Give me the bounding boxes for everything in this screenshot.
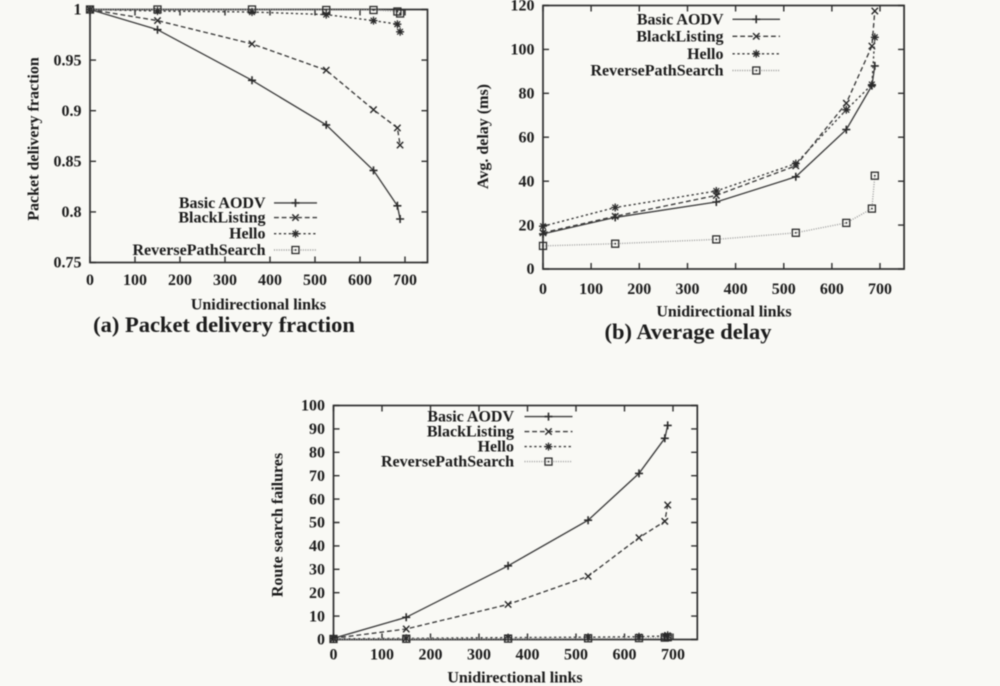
svg-text:0: 0 [527, 261, 535, 278]
svg-text:100: 100 [370, 647, 394, 664]
svg-text:0: 0 [317, 632, 325, 649]
svg-text:0: 0 [86, 272, 94, 289]
svg-text:1: 1 [74, 2, 82, 19]
svg-text:600: 600 [820, 281, 844, 298]
svg-text:100: 100 [123, 272, 147, 289]
svg-text:(b) Average delay: (b) Average delay [604, 319, 772, 344]
svg-text:0.9: 0.9 [62, 103, 82, 120]
svg-text:Hello: Hello [478, 439, 514, 456]
svg-text:Basic AODV: Basic AODV [637, 11, 724, 28]
svg-text:Basic AODV: Basic AODV [179, 195, 266, 212]
svg-text:Unidirectional links: Unidirectional links [447, 670, 582, 686]
svg-text:Basic AODV: Basic AODV [427, 409, 514, 426]
svg-text:120: 120 [511, 0, 535, 15]
svg-text:30: 30 [309, 562, 325, 579]
svg-text:BlackListing: BlackListing [178, 210, 265, 227]
svg-text:0: 0 [330, 647, 338, 664]
svg-text:60: 60 [309, 491, 325, 508]
svg-text:0.8: 0.8 [62, 204, 82, 221]
svg-text:100: 100 [579, 281, 603, 298]
svg-text:40: 40 [309, 538, 325, 555]
svg-text:ReversePathSearch: ReversePathSearch [591, 63, 724, 80]
svg-text:Hello: Hello [687, 46, 723, 63]
svg-text:100: 100 [301, 398, 325, 415]
svg-text:0.95: 0.95 [54, 52, 82, 69]
svg-text:Unidirectional links: Unidirectional links [191, 297, 326, 314]
svg-text:400: 400 [516, 647, 540, 664]
svg-text:300: 300 [676, 281, 700, 298]
svg-text:80: 80 [519, 86, 535, 103]
svg-text:20: 20 [519, 217, 535, 234]
svg-text:80: 80 [309, 445, 325, 462]
svg-text:700: 700 [661, 647, 685, 664]
svg-text:300: 300 [213, 272, 237, 289]
svg-text:0: 0 [539, 281, 547, 298]
svg-text:400: 400 [258, 272, 282, 289]
svg-text:300: 300 [467, 647, 491, 664]
svg-text:500: 500 [772, 281, 796, 298]
svg-text:600: 600 [348, 272, 372, 289]
svg-text:200: 200 [168, 272, 192, 289]
svg-text:90: 90 [309, 421, 325, 438]
svg-text:(a) Packet delivery fraction: (a) Packet delivery fraction [93, 312, 355, 337]
svg-text:10: 10 [309, 608, 325, 625]
svg-text:200: 200 [627, 281, 651, 298]
svg-text:Packet delivery fraction: Packet delivery fraction [26, 57, 43, 221]
svg-text:40: 40 [519, 173, 535, 190]
svg-text:600: 600 [613, 647, 637, 664]
svg-text:ReversePathSearch: ReversePathSearch [381, 454, 514, 471]
svg-text:50: 50 [309, 515, 325, 532]
svg-text:Hello: Hello [229, 226, 265, 243]
svg-text:Avg. delay (ms): Avg. delay (ms) [475, 84, 492, 189]
svg-text:Unidirectional links: Unidirectional links [656, 304, 791, 321]
svg-text:0.85: 0.85 [54, 154, 82, 171]
svg-text:100: 100 [511, 42, 535, 59]
svg-text:20: 20 [309, 585, 325, 602]
svg-text:ReversePathSearch: ReversePathSearch [133, 242, 266, 259]
svg-text:700: 700 [868, 281, 892, 298]
svg-text:60: 60 [519, 129, 535, 146]
svg-text:BlackListing: BlackListing [636, 28, 723, 45]
svg-text:200: 200 [419, 647, 443, 664]
svg-text:500: 500 [564, 647, 588, 664]
svg-text:400: 400 [724, 281, 748, 298]
svg-text:700: 700 [393, 272, 417, 289]
svg-text:500: 500 [303, 272, 327, 289]
svg-text:BlackListing: BlackListing [427, 424, 514, 441]
svg-text:70: 70 [309, 468, 325, 485]
svg-text:Route search failures: Route search failures [270, 453, 287, 597]
svg-text:0.75: 0.75 [54, 255, 82, 272]
